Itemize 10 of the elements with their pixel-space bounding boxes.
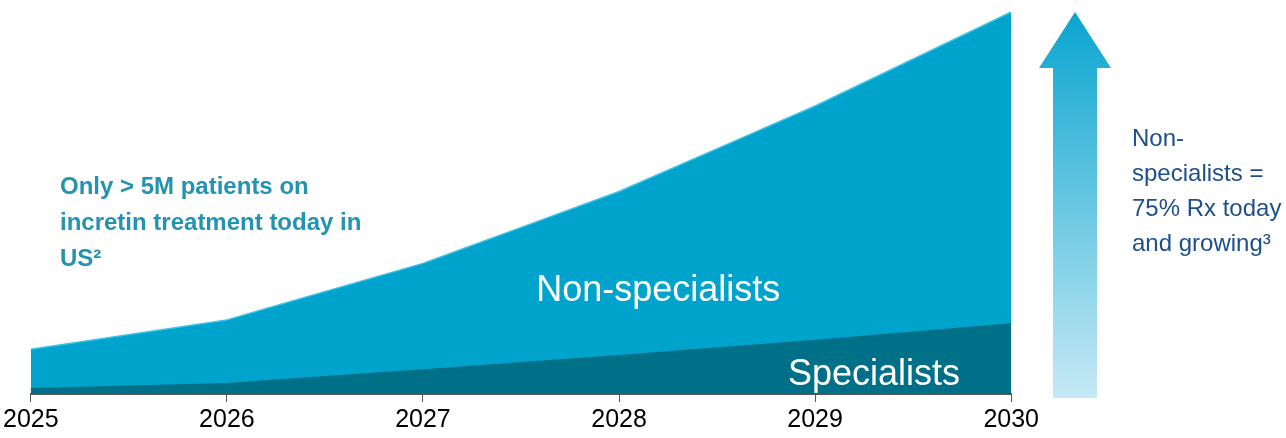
x-tick-label: 2025 [3,403,59,432]
text: Non-specialists = 75% Rx today and growing³ [1132,123,1282,258]
series-label: Non-specialists [536,267,781,309]
series-label: Specialists [787,351,960,393]
x-tick-label: 2026 [199,403,255,432]
x-tick-label: 2028 [591,403,647,432]
x-tick-label: 2029 [787,403,843,432]
annotation: Only > 5M patients on incretin treatment today in US² [60,171,363,273]
x-tick-label: 2030 [983,403,1039,432]
x-tick-label: 2027 [395,403,451,432]
